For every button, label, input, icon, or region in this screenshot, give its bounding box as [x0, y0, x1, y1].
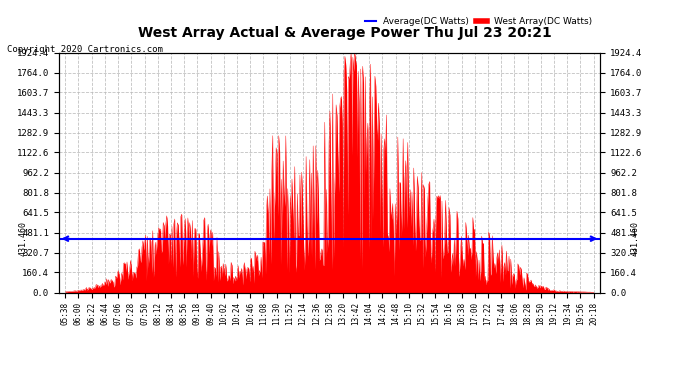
Legend: Average(DC Watts), West Array(DC Watts): Average(DC Watts), West Array(DC Watts) — [362, 14, 595, 30]
Text: 431.460: 431.460 — [19, 221, 28, 256]
Text: West Array Actual & Average Power Thu Jul 23 20:21: West Array Actual & Average Power Thu Ju… — [138, 26, 552, 40]
Text: 431.460: 431.460 — [631, 221, 640, 256]
Text: Copyright 2020 Cartronics.com: Copyright 2020 Cartronics.com — [7, 45, 163, 54]
